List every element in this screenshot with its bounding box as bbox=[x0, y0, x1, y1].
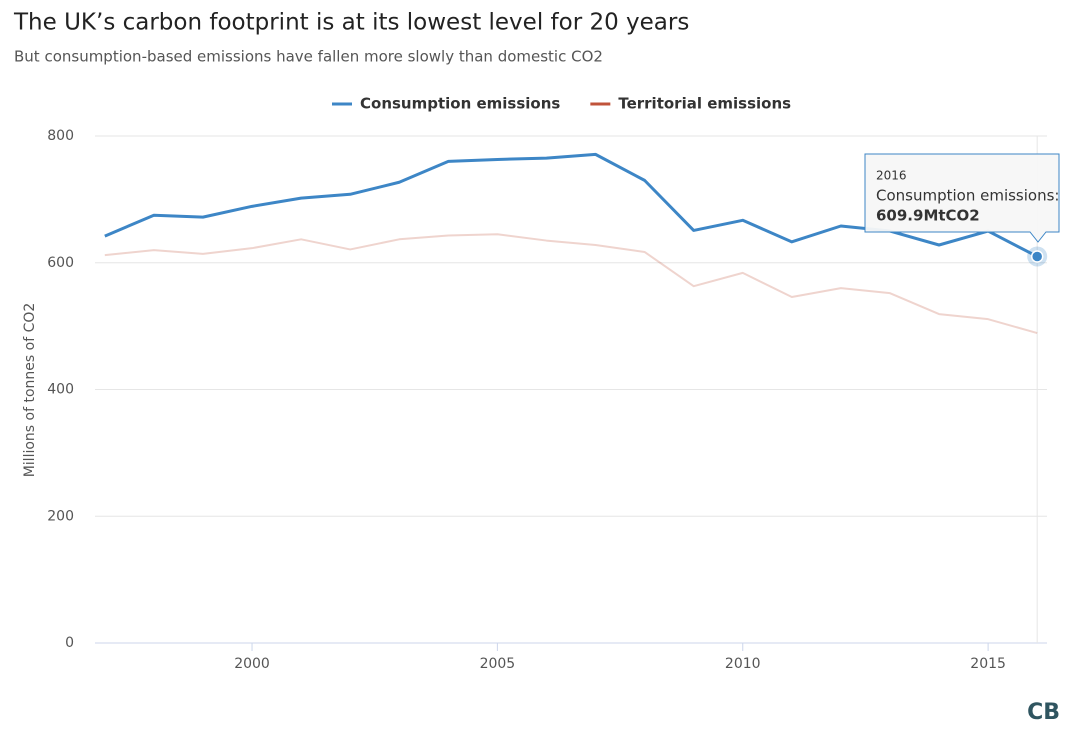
series-line bbox=[104, 233, 1038, 335]
y-tick-label: 800 bbox=[47, 128, 74, 144]
tooltip-series: Consumption emissions: bbox=[876, 187, 1059, 205]
x-tick-label: 2015 bbox=[970, 656, 1006, 672]
y-tick-label: 0 bbox=[65, 635, 74, 651]
hover-point bbox=[1030, 250, 1044, 263]
x-tick-label: 2005 bbox=[480, 656, 516, 672]
y-tick-label: 400 bbox=[47, 382, 74, 398]
chart-subtitle: But consumption-based emissions have fal… bbox=[14, 48, 603, 66]
x-tick-label: 2000 bbox=[234, 656, 270, 672]
tooltip-title: 2016 bbox=[876, 169, 907, 183]
chart-title: The UK’s carbon footprint is at its lowe… bbox=[13, 10, 689, 36]
y-tick-label: 600 bbox=[47, 255, 74, 271]
tooltip-value: 609.9MtCO2 bbox=[876, 207, 980, 225]
y-axis-label: Millions of tonnes of CO2 bbox=[22, 303, 38, 478]
legend-label[interactable]: Consumption emissions bbox=[360, 95, 560, 113]
x-tick-label: 2010 bbox=[725, 656, 761, 672]
y-tick-label: 200 bbox=[47, 508, 74, 524]
legend-label[interactable]: Territorial emissions bbox=[618, 95, 791, 113]
tooltip: 2016 Consumption emissions: 609.9MtCO2 bbox=[864, 153, 1060, 243]
credit: CB bbox=[1027, 700, 1060, 725]
tooltip-box bbox=[864, 153, 1060, 243]
